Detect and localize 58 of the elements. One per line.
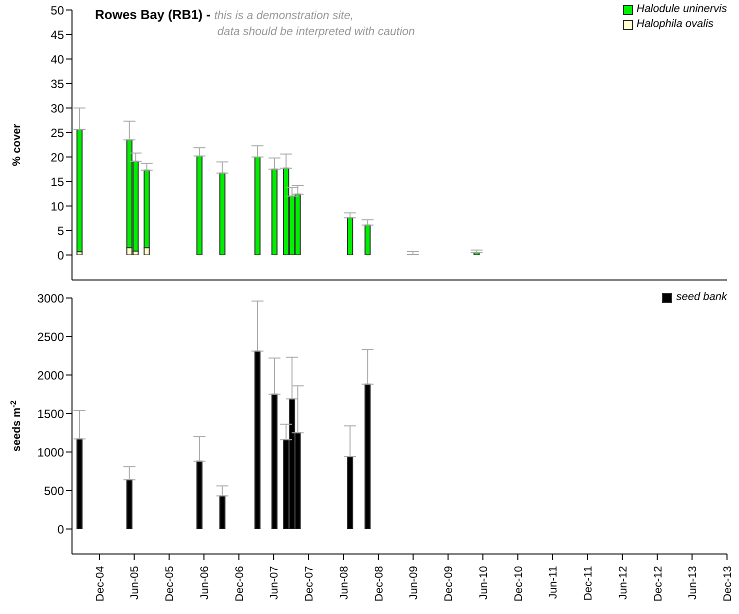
- bar: [254, 350, 261, 529]
- chart-title: Rowes Bay (RB1) -: [95, 7, 212, 24]
- y-tick-label: 1000: [37, 445, 64, 460]
- bar: [219, 172, 226, 255]
- y-tick-label: 40: [50, 52, 64, 66]
- x-tick-label: Jun-13: [687, 566, 700, 600]
- y-tick-label: 2000: [37, 368, 64, 382]
- x-tick-label: Dec-08: [373, 566, 386, 602]
- x-tick-label: Dec-13: [722, 566, 734, 602]
- y-tick-label: 30: [50, 101, 64, 116]
- x-tick-label: Jun-09: [408, 566, 420, 600]
- bar: [346, 456, 354, 529]
- x-tick-label: Jun-07: [268, 566, 281, 600]
- bar: [364, 224, 371, 255]
- bar: [196, 460, 203, 529]
- y-tick-label: 50: [50, 3, 64, 18]
- x-tick-label: Dec-04: [94, 566, 106, 602]
- bar: [271, 394, 278, 529]
- x-tick-label: Jun-10: [478, 566, 490, 600]
- x-tick-label: Dec-06: [234, 566, 246, 602]
- x-tick-label: Jun-05: [129, 566, 142, 600]
- text: this is a demonstration site, data should be interpreted with caution: [214, 9, 415, 40]
- y-tick-label: 0: [57, 522, 64, 536]
- x-tick-label: Dec-12: [652, 566, 664, 602]
- bar: [254, 156, 261, 255]
- legend-label: Halophila ovalis: [636, 17, 714, 32]
- x-tick-label: Dec-11: [582, 566, 594, 601]
- bar: [76, 438, 83, 529]
- bar: [346, 217, 354, 255]
- x-tick-label: Dec-09: [443, 566, 456, 602]
- y-tick-label: 5: [57, 224, 64, 238]
- bar: [126, 479, 132, 529]
- y-tick-label: 25: [50, 126, 64, 140]
- bar: [196, 156, 203, 255]
- y-tick-label: 500: [44, 484, 64, 498]
- bar: [271, 168, 278, 255]
- bar: [219, 495, 226, 529]
- y-tick-label: 15: [50, 174, 64, 189]
- y-tick-label: 3000: [37, 291, 64, 306]
- bar: [76, 129, 83, 252]
- x-tick-label: Jun-08: [338, 566, 350, 600]
- x-tick-label: Jun-12: [617, 566, 630, 600]
- x-tick-label: Dec-05: [164, 566, 176, 602]
- y-tick-label: 45: [50, 28, 64, 42]
- x-tick-label: Jun-11: [548, 566, 560, 599]
- x-tick-label: Dec-07: [304, 566, 316, 602]
- y-tick-label: 10: [50, 199, 64, 214]
- y-tick-label: 2500: [37, 330, 64, 344]
- y-tick-label: 1500: [37, 406, 64, 421]
- y-tick-label: 35: [50, 76, 64, 91]
- legend-label: Halodule uninervis: [636, 2, 727, 17]
- y-tick-label: 0: [57, 248, 64, 262]
- bar: [364, 384, 371, 529]
- y-axis-title: % cover: [11, 123, 23, 166]
- x-tick-label: Dec-10: [512, 566, 525, 602]
- x-tick-label: Jun-06: [198, 566, 211, 600]
- legend-label: seed bank: [676, 290, 727, 305]
- y-tick-label: 20: [50, 150, 64, 164]
